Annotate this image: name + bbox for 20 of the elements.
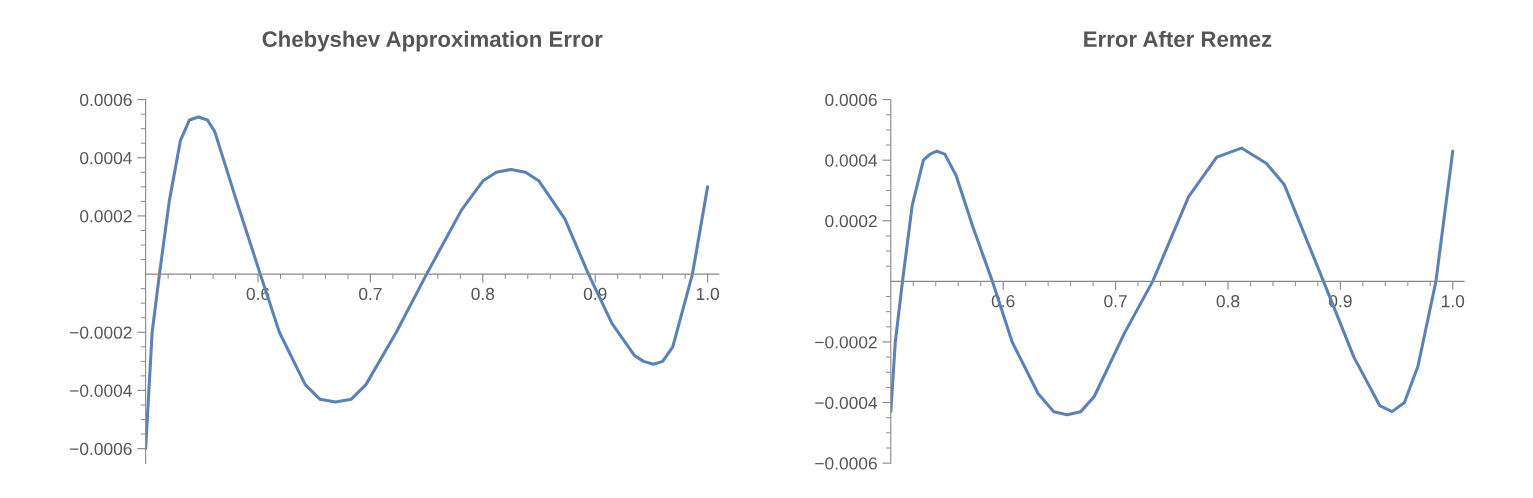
x-tick-label: 1.0 <box>696 287 719 301</box>
y-tick-label: 0.0002 <box>825 214 877 228</box>
y-tick-label: 0.0006 <box>80 93 132 107</box>
y-tick-label: 0.0004 <box>80 151 132 165</box>
chart-title: Chebyshev Approximation Error <box>262 30 603 52</box>
x-tick-label: 0.7 <box>359 287 382 301</box>
x-tick-label: 0.7 <box>1104 295 1127 308</box>
y-tick-label: 0.0004 <box>825 154 878 167</box>
y-tick-label: 0.0006 <box>825 93 877 107</box>
x-tick-label: 0.8 <box>471 287 495 301</box>
y-tick-label: 0.0002 <box>80 210 132 223</box>
y-tick-label: −0.0006 <box>70 442 132 456</box>
chart-title: Error After Remez <box>1084 30 1272 48</box>
y-tick-label: −0.0004 <box>70 384 132 397</box>
x-tick-label: 1.0 <box>1442 295 1465 308</box>
y-tick-label: −0.0006 <box>815 457 877 470</box>
y-tick-label: −0.0004 <box>815 396 878 410</box>
y-tick-label: −0.0002 <box>70 326 132 339</box>
x-tick-label: 0.8 <box>1216 295 1240 308</box>
y-tick-label: −0.0002 <box>815 336 877 349</box>
